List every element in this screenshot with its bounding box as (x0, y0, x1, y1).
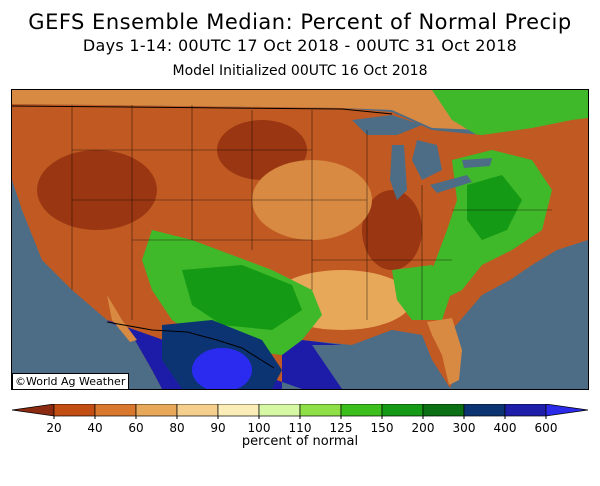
us-land (12, 104, 588, 389)
colorbar-segment (53, 403, 96, 417)
colorbar-tick-label: 40 (87, 421, 102, 434)
lake-superior (352, 115, 422, 135)
colorbar-segment (94, 403, 137, 417)
colorbar-tick-label: 600 (535, 421, 558, 434)
colorbar-tick-label: 125 (330, 421, 353, 434)
colorbar: 20 40 60 80 90 100 110 125 150 200 300 400 600 (11, 403, 589, 438)
colorbar-label: percent of normal (241, 434, 359, 449)
colorbar-segment (463, 403, 506, 417)
map-subtitle-date-range: Days 1-14: 00UTC 17 Oct 2018 - 00UTC 31 … (82, 36, 518, 55)
colorbar-segment (340, 403, 383, 417)
colorbar-segment (381, 403, 424, 417)
colorbar-tick-label: 20 (46, 421, 61, 434)
dry-dark-midwest (362, 190, 422, 270)
colorbar-segment (545, 403, 589, 417)
lake-ontario (462, 158, 492, 168)
colorbar-segment (135, 403, 178, 417)
colorbar-tick-label: 150 (371, 421, 394, 434)
colorbar-tick-label: 60 (128, 421, 143, 434)
wet-dark-texas (182, 265, 302, 330)
colorbar-tick-label: 110 (289, 421, 312, 434)
model-init-label: Model Initialized 00UTC 16 Oct 2018 (172, 63, 428, 79)
gulf-of-mexico (312, 330, 450, 389)
lake-erie (430, 175, 472, 193)
dry-dark-west (37, 150, 157, 230)
wet-dark-appalachia (467, 175, 522, 240)
extreme-wet-core (192, 348, 252, 389)
colorbar-segment (258, 403, 301, 417)
map-title: GEFS Ensemble Median: Percent of Normal … (28, 10, 572, 34)
mexico-land (107, 320, 342, 389)
colorbar-segment (422, 403, 465, 417)
colorbar-tick-label: 100 (248, 421, 271, 434)
colorbar-tick-label: 90 (210, 421, 225, 434)
lake-huron (412, 140, 442, 180)
colorbar-tick-label: 200 (412, 421, 435, 434)
colorbar-tick-label: 400 (494, 421, 517, 434)
mexico-border (106, 321, 275, 369)
lake-michigan (390, 145, 407, 200)
colorbar-segment (217, 403, 260, 417)
canada-border (12, 105, 393, 115)
colorbar-segment (299, 403, 342, 417)
colorbar-tick-label: 300 (453, 421, 476, 434)
colorbar-segment (11, 403, 55, 417)
state-lines (71, 105, 552, 320)
colorbar-segment (176, 403, 219, 417)
credit-label: ©World Ag Weather (12, 373, 130, 390)
colorbar-tick-label: 80 (169, 421, 184, 434)
colorbar-segment (504, 403, 547, 417)
baja (107, 295, 137, 342)
precip-map (11, 89, 589, 390)
florida (427, 318, 462, 385)
